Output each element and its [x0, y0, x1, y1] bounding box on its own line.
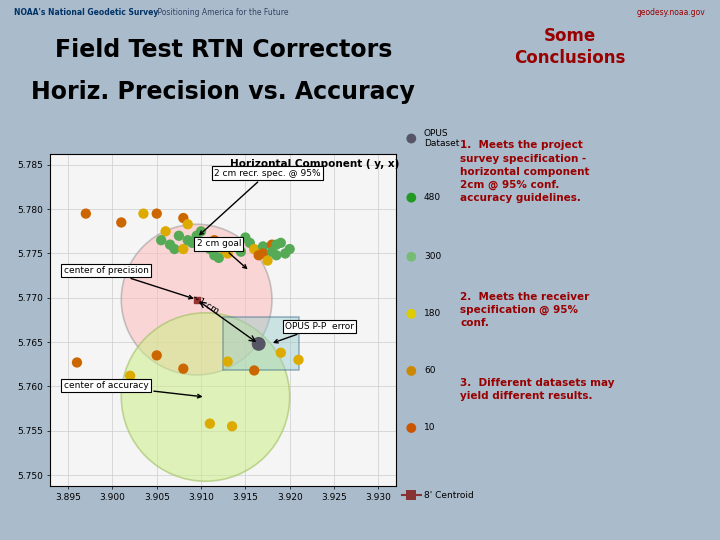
- Point: [226, 422, 238, 430]
- Point: [253, 251, 264, 260]
- Point: [178, 245, 189, 253]
- Point: [257, 249, 269, 258]
- Point: [209, 251, 220, 260]
- Point: [178, 364, 189, 373]
- Text: 480: 480: [424, 193, 441, 202]
- Point: [405, 134, 417, 143]
- Text: Field Test RTN Correctors: Field Test RTN Correctors: [55, 38, 392, 62]
- Point: [164, 240, 176, 249]
- Text: Some
Conclusions: Some Conclusions: [514, 27, 625, 67]
- Text: 2 cm goal: 2 cm goal: [197, 239, 246, 268]
- Point: [168, 245, 180, 253]
- Point: [213, 239, 225, 247]
- Text: 60: 60: [424, 367, 436, 375]
- Point: [173, 232, 184, 240]
- Point: [138, 210, 149, 218]
- Point: [209, 236, 220, 245]
- Point: [222, 249, 233, 258]
- Text: center of precision: center of precision: [63, 266, 192, 299]
- Point: [262, 256, 274, 265]
- Point: [125, 372, 136, 380]
- Point: [204, 420, 216, 428]
- Text: geodesy.noaa.gov: geodesy.noaa.gov: [637, 8, 706, 17]
- Point: [275, 239, 287, 247]
- Point: [115, 218, 127, 227]
- Point: [253, 340, 264, 348]
- Point: [248, 366, 260, 375]
- Point: [204, 245, 216, 253]
- Point: [248, 245, 260, 253]
- Point: [293, 355, 305, 364]
- Point: [279, 249, 291, 258]
- Point: [217, 245, 229, 253]
- Point: [271, 251, 282, 260]
- Point: [222, 242, 233, 251]
- Text: 300: 300: [424, 252, 441, 261]
- Point: [266, 240, 278, 249]
- Point: [271, 240, 282, 249]
- Text: 3.  Different datasets may
yield different results.: 3. Different datasets may yield differen…: [460, 378, 615, 401]
- Point: [160, 227, 171, 235]
- Point: [178, 214, 189, 222]
- Point: [186, 239, 198, 247]
- Point: [240, 233, 251, 242]
- Point: [182, 236, 194, 245]
- Text: 8' Centroid: 8' Centroid: [424, 491, 474, 500]
- Point: [266, 247, 278, 256]
- Point: [151, 351, 163, 360]
- Text: OPUS
Dataset: OPUS Dataset: [424, 129, 459, 148]
- Text: 2 cm recr. spec. @ 95%: 2 cm recr. spec. @ 95%: [200, 168, 321, 234]
- Point: [151, 210, 163, 218]
- Text: OPUS P-P  error: OPUS P-P error: [274, 322, 354, 343]
- Point: [182, 220, 194, 228]
- Point: [80, 210, 91, 218]
- Text: Positioning America for the Future: Positioning America for the Future: [155, 8, 288, 17]
- Text: 1.  Meets the project
survey specification -
horizontal component
2cm @ 95% conf: 1. Meets the project survey specificatio…: [460, 140, 590, 204]
- Point: [191, 295, 202, 304]
- Text: Horiz. Precision vs. Accuracy: Horiz. Precision vs. Accuracy: [31, 80, 415, 104]
- Point: [284, 245, 295, 253]
- Text: NOAA's National Geodetic Survey: NOAA's National Geodetic Survey: [14, 8, 159, 17]
- Text: center of accuracy: center of accuracy: [63, 381, 201, 398]
- Point: [405, 491, 417, 500]
- Point: [195, 240, 207, 249]
- Point: [230, 240, 242, 249]
- Point: [405, 424, 417, 433]
- Point: [244, 239, 256, 247]
- Point: [191, 232, 202, 240]
- Text: 10: 10: [424, 423, 436, 433]
- Point: [405, 252, 417, 261]
- Circle shape: [121, 224, 272, 375]
- Point: [405, 367, 417, 375]
- Point: [235, 247, 247, 256]
- Point: [275, 348, 287, 357]
- Point: [213, 254, 225, 262]
- Text: Horizontal Component ( y, x): Horizontal Component ( y, x): [230, 159, 400, 169]
- Point: [405, 193, 417, 202]
- Text: ~1 cm: ~1 cm: [190, 293, 220, 315]
- Point: [156, 236, 167, 245]
- Point: [195, 227, 207, 235]
- Point: [71, 358, 83, 367]
- Point: [257, 242, 269, 251]
- Point: [405, 309, 417, 318]
- Text: 2.  Meets the receiver
specification @ 95%
conf.: 2. Meets the receiver specification @ 95…: [460, 292, 590, 328]
- Bar: [223, 318, 299, 370]
- Text: 180: 180: [424, 309, 441, 319]
- Circle shape: [121, 313, 289, 481]
- Point: [222, 357, 233, 366]
